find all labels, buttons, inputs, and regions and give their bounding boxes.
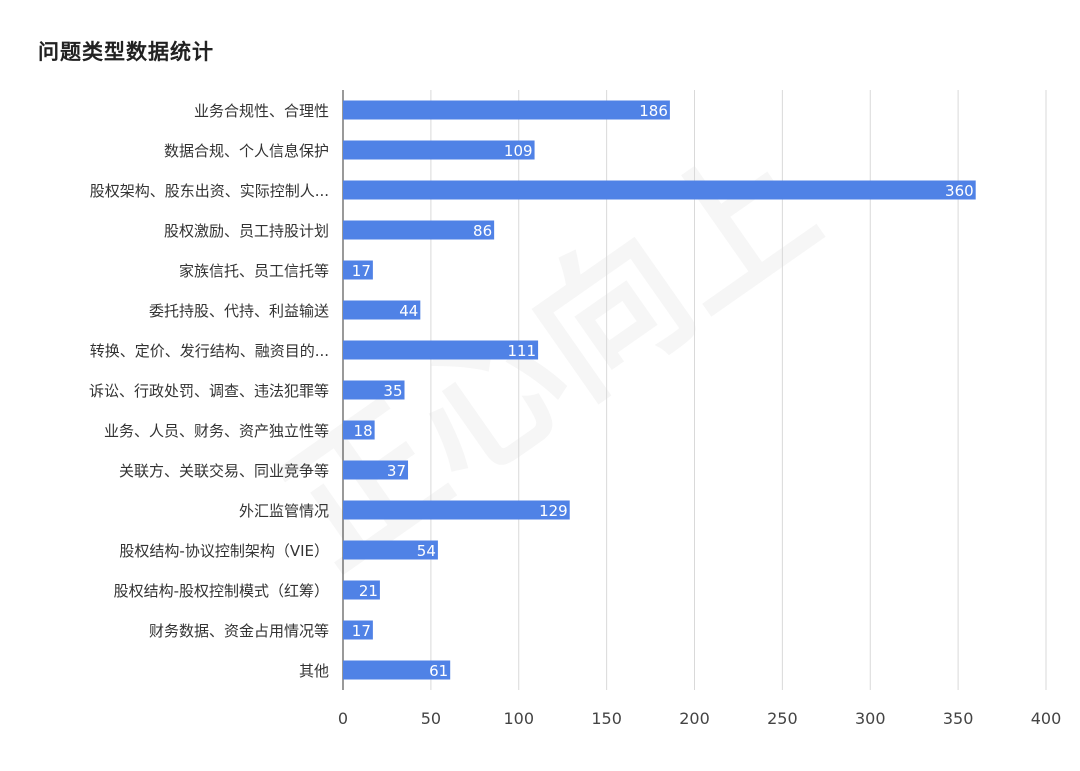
bar-10 [343, 460, 409, 480]
data-label-2: 109 [504, 142, 533, 160]
bar-14 [343, 620, 373, 640]
bar-15 [343, 660, 451, 680]
x-tick-label-350: 350 [943, 709, 974, 728]
bar-12 [343, 540, 438, 560]
category-label-1: 业务合规性、合理性 [194, 102, 329, 120]
data-label-6: 44 [399, 302, 418, 320]
data-label-14: 17 [352, 622, 371, 640]
category-label-9: 业务、人员、财务、资产独立性等 [104, 422, 329, 440]
bar-3 [343, 180, 976, 200]
category-label-10: 关联方、关联交易、同业竞争等 [119, 462, 329, 480]
bar-13 [343, 580, 380, 600]
data-label-1: 186 [639, 102, 668, 120]
x-tick-label-50: 50 [421, 709, 441, 728]
category-label-3: 股权架构、股东出资、实际控制人... [90, 182, 329, 200]
bar-5 [343, 260, 373, 280]
data-label-12: 54 [417, 542, 436, 560]
x-tick-label-300: 300 [855, 709, 886, 728]
category-label-2: 数据合规、个人信息保护 [164, 142, 329, 160]
data-label-3: 360 [945, 182, 974, 200]
bar-7 [343, 340, 539, 360]
data-label-10: 37 [387, 462, 406, 480]
bar-11 [343, 500, 570, 520]
bar-4 [343, 220, 495, 240]
category-label-7: 转换、定价、发行结构、融资目的... [90, 342, 329, 360]
data-label-9: 18 [354, 422, 373, 440]
category-label-13: 股权结构-股权控制模式（红筹） [114, 582, 329, 600]
category-label-4: 股权激励、员工持股计划 [164, 222, 329, 240]
bar-8 [343, 380, 405, 400]
category-label-8: 诉讼、行政处罚、调查、违法犯罪等 [89, 382, 329, 400]
data-label-8: 35 [383, 382, 402, 400]
chart-title: 问题类型数据统计 [38, 40, 214, 64]
data-label-11: 129 [539, 502, 568, 520]
data-label-4: 86 [473, 222, 492, 240]
data-label-5: 17 [352, 262, 371, 280]
category-label-12: 股权结构-协议控制架构（VIE） [119, 542, 329, 560]
bar-9 [343, 420, 375, 440]
bar-2 [343, 140, 535, 160]
category-label-6: 委托持股、代持、利益输送 [149, 302, 329, 320]
category-label-5: 家族信托、员工信托等 [179, 262, 329, 280]
x-tick-label-200: 200 [679, 709, 710, 728]
x-tick-label-0: 0 [338, 709, 348, 728]
bar-6 [343, 300, 421, 320]
x-tick-labels: 0 50 100 150 200 250 300 350 400 [338, 709, 1061, 728]
category-label-11: 外汇监管情况 [239, 502, 329, 520]
x-tick-label-150: 150 [591, 709, 622, 728]
x-tick-label-100: 100 [503, 709, 534, 728]
data-label-7: 111 [507, 342, 536, 360]
x-tick-label-400: 400 [1031, 709, 1062, 728]
category-label-15: 其他 [299, 662, 329, 680]
x-tick-label-250: 250 [767, 709, 798, 728]
data-label-13: 21 [359, 582, 378, 600]
data-label-15: 61 [429, 662, 448, 680]
category-label-14: 财务数据、资金占用情况等 [149, 622, 329, 640]
bar-1 [343, 100, 670, 120]
bars: 186 109 360 86 17 44 111 35 18 37 129 54 21 17 61 [343, 100, 976, 680]
